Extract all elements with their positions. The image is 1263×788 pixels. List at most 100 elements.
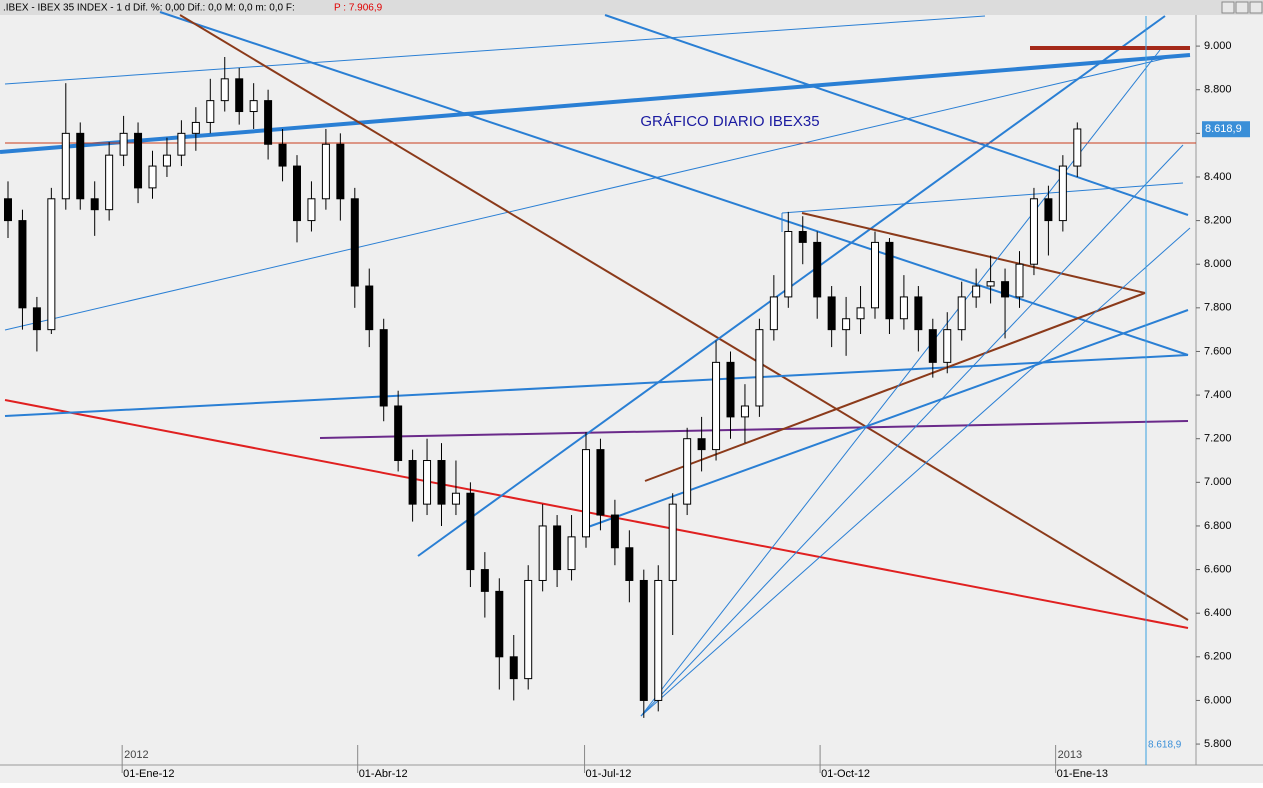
candle-body <box>957 296 966 331</box>
candle-body <box>466 492 475 571</box>
candle-body <box>813 241 822 298</box>
candle-body <box>480 569 489 592</box>
candle-body <box>553 525 562 571</box>
y-tick-label: 8.000 <box>1204 258 1232 270</box>
candle-body <box>32 307 41 331</box>
close-button[interactable] <box>1249 1 1263 14</box>
candle-body <box>972 285 981 298</box>
candle-body <box>191 121 200 134</box>
candle-body <box>148 165 157 189</box>
y-tick-label: 6.600 <box>1204 563 1232 575</box>
candle-body <box>408 460 417 505</box>
candle-body <box>264 100 273 145</box>
candle-body <box>538 525 547 581</box>
y-tick-label: 6.200 <box>1204 651 1232 663</box>
candle-body <box>350 198 359 287</box>
header-bar <box>0 0 1263 15</box>
candle-body <box>726 361 735 418</box>
min-button[interactable] <box>1221 1 1235 14</box>
candle-body <box>654 579 663 701</box>
candle-body <box>336 143 345 200</box>
candle-body <box>220 78 229 102</box>
candle-body <box>943 329 952 363</box>
candle-body <box>740 405 749 418</box>
x-tick-label: 01-Ene-12 <box>123 768 174 780</box>
candle-body <box>61 132 70 200</box>
y-tick-label: 7.000 <box>1204 476 1232 488</box>
candle-body <box>509 656 518 680</box>
candle-body <box>206 100 215 123</box>
candle-body <box>567 536 576 571</box>
price-info: P : 7.906,9 <box>334 3 383 14</box>
candle-body <box>697 438 706 451</box>
candle-body <box>798 230 807 243</box>
candle-body <box>18 220 27 309</box>
candle-body <box>524 579 533 680</box>
x-tick-label: 01-Ene-13 <box>1057 768 1108 780</box>
x-tick-label: 01-Oct-12 <box>821 768 870 780</box>
candle-body <box>162 154 171 167</box>
candle-body <box>1058 165 1067 222</box>
y-tick-label: 7.400 <box>1204 389 1232 401</box>
candle-body <box>596 449 605 516</box>
candle-body <box>437 460 446 505</box>
candle-body <box>784 230 793 298</box>
y-tick-label: 5.800 <box>1204 738 1232 750</box>
candle-body <box>986 281 995 287</box>
last-price-box <box>1202 121 1250 138</box>
candle-body <box>134 132 143 189</box>
candle-body <box>307 198 316 222</box>
candle-body <box>278 143 287 167</box>
candle-body <box>885 241 894 320</box>
candle-body <box>451 492 460 505</box>
candle-body <box>1015 263 1024 298</box>
y-tick-label: 6.800 <box>1204 520 1232 532</box>
x-tick-label: 01-Jul-12 <box>586 768 632 780</box>
year-label: 2012 <box>124 749 148 761</box>
y-tick-label: 8.800 <box>1204 84 1232 96</box>
y-tick-label: 7.800 <box>1204 302 1232 314</box>
candle-body <box>914 296 923 331</box>
candle-body <box>712 361 721 451</box>
candle-body <box>177 132 186 156</box>
candle-body <box>1044 198 1053 222</box>
y-tick-label: 7.200 <box>1204 433 1232 445</box>
header-text: .IBEX - IBEX 35 INDEX - 1 d Dif. %: 0,00… <box>3 3 295 14</box>
candle-body <box>610 514 619 549</box>
candle-body <box>1029 198 1038 265</box>
candle-body <box>321 143 330 200</box>
candle-body <box>769 296 778 331</box>
candle-body <box>827 296 836 331</box>
max-button[interactable] <box>1235 1 1249 14</box>
candle-body <box>668 503 677 581</box>
candle-body <box>365 285 374 331</box>
candle-body <box>495 590 504 658</box>
year-label: 2013 <box>1058 749 1082 761</box>
candle-body <box>1001 281 1010 298</box>
candle-body <box>4 198 12 222</box>
candle-body <box>394 405 403 462</box>
candle-body <box>293 165 301 222</box>
candle-body <box>105 154 114 211</box>
last-price-label: 8.618,9 <box>1205 123 1242 135</box>
candle-body <box>47 198 56 331</box>
candle-body <box>379 329 388 407</box>
candle-body <box>423 460 432 505</box>
candle-body <box>755 329 764 407</box>
y-tick-label: 8.200 <box>1204 214 1232 226</box>
candle-body <box>90 198 99 211</box>
y-tick-label: 8.400 <box>1204 171 1232 183</box>
candle-body <box>683 438 692 505</box>
chart-title: GRÁFICO DIARIO IBEX35 <box>640 113 819 130</box>
candle-body <box>899 296 908 320</box>
y-tick-label: 9.000 <box>1204 40 1232 52</box>
candle-body <box>249 100 258 113</box>
x-tick-label: 01-Abr-12 <box>359 768 408 780</box>
candle-body <box>639 579 648 701</box>
candle-body <box>76 132 85 200</box>
y-tick-label: 7.600 <box>1204 345 1232 357</box>
last-price-footer: 8.618,9 <box>1148 740 1182 751</box>
candle-body <box>928 329 937 363</box>
candle-body <box>1073 128 1082 167</box>
